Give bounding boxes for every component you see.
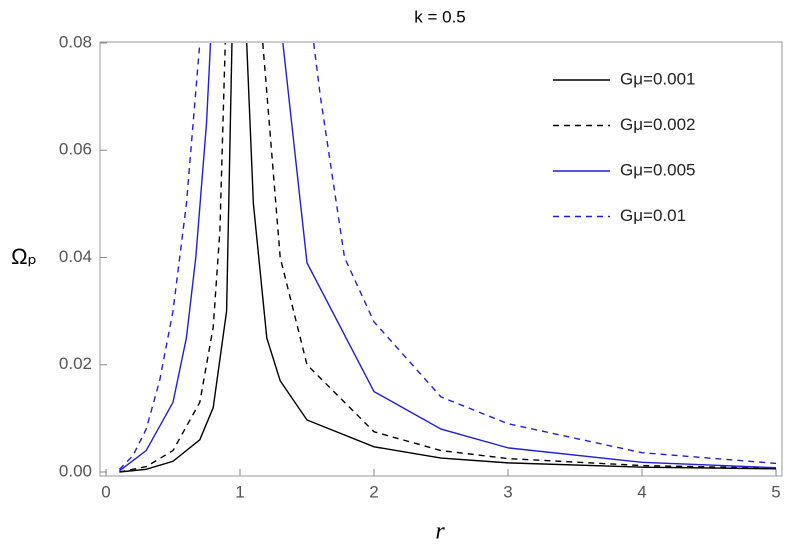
chart-title: k = 0.5 — [414, 7, 466, 26]
y-tick-label: 0.06 — [59, 140, 92, 159]
y-tick-label: 0.00 — [59, 461, 92, 480]
y-axis-label: Ωₚ — [11, 244, 37, 269]
x-tick-label: 0 — [101, 482, 110, 501]
x-tick-label: 3 — [503, 482, 512, 501]
legend-label: Gμ=0.001 — [620, 69, 696, 88]
plot-frame — [99, 41, 783, 477]
legend-label: Gμ=0.01 — [620, 206, 686, 225]
series-line — [119, 43, 777, 473]
x-tick-label: 4 — [637, 482, 646, 501]
series-line — [118, 43, 777, 470]
y-tick-label: 0.08 — [59, 32, 92, 51]
series-line — [118, 43, 777, 472]
x-tick-label: 5 — [771, 482, 780, 501]
x-tick-label: 1 — [235, 482, 244, 501]
series-line — [119, 43, 777, 473]
legend-label: Gμ=0.002 — [620, 115, 696, 134]
x-axis-label: r — [435, 519, 445, 545]
x-tick-label: 2 — [369, 482, 378, 501]
y-tick-label: 0.02 — [59, 354, 92, 373]
legend-label: Gμ=0.005 — [620, 160, 696, 179]
y-tick-label: 0.04 — [59, 247, 92, 266]
